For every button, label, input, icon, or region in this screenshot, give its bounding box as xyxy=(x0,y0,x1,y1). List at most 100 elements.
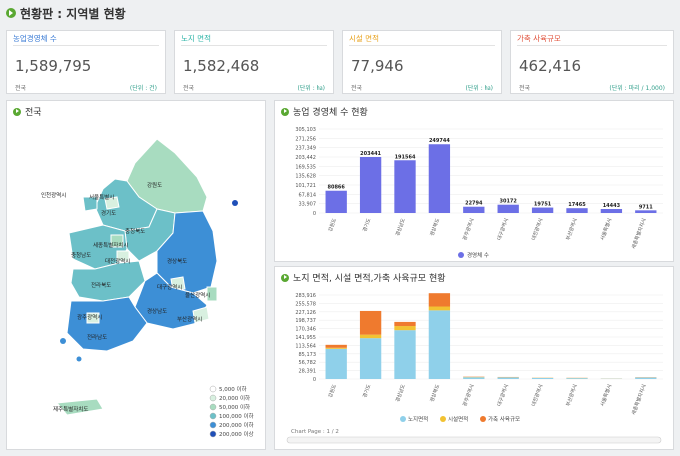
chart-bullet-icon xyxy=(281,107,289,116)
stacked-bar-segment[interactable] xyxy=(325,344,347,348)
region-labels: 인천광역시 서울특별시 경기도 강원도 충청북도 세종특별자치시 충청남도 대전… xyxy=(41,181,210,413)
legend-swatch xyxy=(480,416,486,422)
bar[interactable] xyxy=(359,156,382,213)
label-daejeon: 대전광역시 xyxy=(105,257,130,265)
label-busan: 부산광역시 xyxy=(177,315,202,323)
stacked-bar-segment[interactable] xyxy=(428,293,451,307)
region-seoul[interactable] xyxy=(104,196,120,210)
region-daejeon[interactable] xyxy=(116,250,130,262)
map-bullet-icon xyxy=(13,107,21,116)
kpi-card-open-field: 노지 면적 1,582,468 전국 (단위 : ㏊) xyxy=(174,30,334,94)
region-gwangju[interactable] xyxy=(86,312,100,324)
x-tick-label: 경기도 xyxy=(361,217,372,233)
bar[interactable] xyxy=(463,206,485,213)
kpi-divider xyxy=(13,45,159,46)
bar[interactable] xyxy=(566,208,588,213)
bar[interactable] xyxy=(635,210,657,213)
label-sejong: 세종특별자치시 xyxy=(93,241,128,249)
region-busan[interactable] xyxy=(192,306,210,324)
y-tick-label: 283,916 xyxy=(295,293,316,299)
legend-label: 200,000 이하 xyxy=(219,421,254,429)
stacked-bar-segment[interactable] xyxy=(325,348,347,379)
data-label: 80866 xyxy=(327,185,345,191)
y-tick-label: 271,256 xyxy=(295,136,316,142)
bar[interactable] xyxy=(325,190,347,213)
bar[interactable] xyxy=(428,144,451,213)
bar[interactable] xyxy=(600,209,623,213)
bar[interactable] xyxy=(394,160,416,213)
map-title: 전국 xyxy=(13,105,42,118)
chart-pager-scrollbar[interactable] xyxy=(286,436,662,444)
area-chart-panel: 노지 면적, 시설 면적,가축 사육규모 현황 283,916 255,578 22… xyxy=(274,266,674,450)
kpi-card-facility: 시설 면적 77,946 전국 (단위 : ㏊) xyxy=(342,30,502,94)
y-tick-label: 101,721 xyxy=(295,183,316,189)
stacked-bar-segment[interactable] xyxy=(428,306,451,311)
stacked-bar-segment[interactable] xyxy=(497,377,519,379)
region-incheon[interactable] xyxy=(82,196,98,212)
x-tick-label: 경상남도 xyxy=(394,217,407,237)
stacked-bar-segment[interactable] xyxy=(463,377,485,379)
stacked-bar-segment[interactable] xyxy=(359,310,382,335)
stacked-bar-segment[interactable] xyxy=(635,377,657,379)
data-label: 203441 xyxy=(360,151,381,157)
stacked-bar-segment[interactable] xyxy=(325,347,347,349)
island-south xyxy=(76,356,82,362)
stacked-bar-segment[interactable] xyxy=(359,334,382,339)
label-gyeonggi: 경기도 xyxy=(101,209,116,217)
y-tick-label: 170,346 xyxy=(295,327,316,333)
data-label: 9711 xyxy=(639,204,653,210)
bar[interactable] xyxy=(497,204,519,213)
area-chart-title-text: 노지 면적, 시설 면적,가축 사육규모 현황 xyxy=(293,274,446,284)
y-tick-label: 0 xyxy=(313,377,316,383)
stacked-bar-segment[interactable] xyxy=(394,321,416,327)
legend-swatch xyxy=(400,416,406,422)
x-tick-label: 강원도 xyxy=(327,383,338,399)
region-sejong[interactable] xyxy=(110,234,124,248)
x-tick-label: 광주광역시 xyxy=(461,217,475,241)
island-ulleung xyxy=(232,200,238,206)
legend-label: 가축 사육규모 xyxy=(488,415,520,423)
legend-label: 시설면적 xyxy=(448,415,468,423)
page-title: 현황판 : 지역별 현황 xyxy=(6,4,126,22)
legend-swatch xyxy=(440,416,446,422)
farms-bar-chart: 305,103 271,256 237,349 203,442 169,535 135,6… xyxy=(295,127,663,259)
bar[interactable] xyxy=(531,207,554,213)
area-stacked-chart: 283,916 255,578 227,126 198,737 170,346 141,9… xyxy=(286,293,663,444)
stacked-bar-segment[interactable] xyxy=(428,310,451,379)
title-bullet-icon xyxy=(6,8,16,18)
x-tick-label: 대전광역시 xyxy=(530,217,544,241)
farms-chart-title: 농업 경영체 수 현황 xyxy=(281,105,368,118)
data-label: 14443 xyxy=(603,203,621,209)
x-tick-label: 강원도 xyxy=(327,217,338,233)
data-label: 19751 xyxy=(534,202,552,208)
x-tick-label: 부산광역시 xyxy=(564,217,578,241)
region-ulsan[interactable] xyxy=(206,286,218,302)
y-tick-label: 203,442 xyxy=(295,155,316,161)
farms-chart-panel: 농업 경영체 수 현황 305,103 271,256 237,349 203,442… xyxy=(274,100,674,262)
kpi-unit: (단위 : 마리 / 1,000) xyxy=(609,85,665,92)
x-tick-label: 서울특별시 xyxy=(599,383,613,407)
kpi-unit: (단위 : ㏊) xyxy=(297,85,325,92)
kpi-divider xyxy=(349,45,495,46)
x-tick-label: 서울특별시 xyxy=(599,217,613,241)
stacked-bar-segment[interactable] xyxy=(531,377,554,379)
region-jeonnam[interactable] xyxy=(66,296,148,352)
stacked-bar-segment[interactable] xyxy=(394,330,416,379)
label-gwangju: 광주광역시 xyxy=(77,313,102,321)
korea-map[interactable]: 인천광역시 서울특별시 경기도 강원도 충청북도 세종특별자치시 충청남도 대전… xyxy=(7,101,265,449)
legend-label: 50,000 이하 xyxy=(219,403,250,411)
region-jeju[interactable] xyxy=(56,398,104,416)
stacked-bar-segment[interactable] xyxy=(566,378,588,379)
legend-label: 노지면적 xyxy=(408,415,428,423)
stacked-bar-segment[interactable] xyxy=(359,338,382,379)
chart-bullet-icon xyxy=(281,273,289,282)
y-tick-label: 141,955 xyxy=(295,335,316,341)
data-label: 249744 xyxy=(429,138,450,144)
area-chart-title: 노지 면적, 시설 면적,가축 사육규모 현황 xyxy=(281,271,446,284)
map-title-text: 전국 xyxy=(25,108,42,118)
region-jeonbuk[interactable] xyxy=(70,260,146,302)
y-tick-label: 113,564 xyxy=(295,343,316,349)
y-tick-label: 85,173 xyxy=(299,352,317,358)
stacked-bar-segment[interactable] xyxy=(394,326,416,331)
legend-label: 20,000 이하 xyxy=(219,394,250,402)
